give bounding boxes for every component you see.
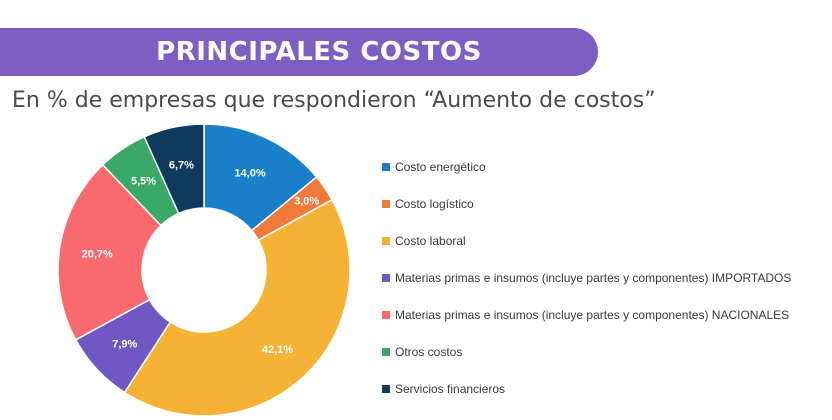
legend-swatch [382,347,390,356]
legend-label: Servicios financieros [395,381,506,396]
legend-label: Materias primas e insumos (incluye parte… [395,307,790,322]
legend-swatch [382,310,390,319]
legend-item-4: Materias primas e insumos (incluye parte… [382,259,822,296]
slice-label-6: 5,5% [131,176,156,188]
chart-subtitle: En % de empresas que respondieron “Aumen… [12,88,656,113]
legend-item-5: Materias primas e insumos (incluye parte… [382,296,822,333]
legend-swatch [382,199,390,208]
legend-label: Materias primas e insumos (incluye parte… [395,270,792,285]
legend-swatch [382,273,390,282]
slice-label-3: 42,1% [262,344,293,356]
legend-label: Costo laboral [395,233,466,248]
slice-label-7: 6,7% [169,159,194,171]
legend-swatch [382,384,390,393]
slice-label-1: 14,0% [234,167,265,179]
legend-item-6: Otros costos [382,333,822,370]
slice-label-5: 20,7% [82,249,113,261]
legend-swatch [382,236,390,245]
legend-label: Costo logístico [395,196,474,211]
page-title: PRINCIPALES COSTOS [156,37,482,67]
slice-label-4: 7,9% [112,338,137,350]
donut-slice-7 [143,123,205,215]
legend-swatch [382,162,390,171]
donut-slice-3 [123,198,351,417]
legend-label: Otros costos [395,344,463,359]
slice-label-2: 3,0% [294,195,319,207]
legend-label: Costo energético [395,159,486,174]
legend-item-2: Costo logístico [382,185,822,222]
donut-slice-5 [57,163,163,341]
title-banner: PRINCIPALES COSTOS [0,28,598,76]
chart-legend: Costo energético Costo logístico Costo lab… [382,148,822,407]
legend-item-7: Servicios financieros [382,370,822,407]
legend-item-3: Costo laboral [382,222,822,259]
legend-item-1: Costo energético [382,148,822,185]
donut-chart: 14,0% 3,0% 42,1% 7,9% 20,7% 5,5% 6,7% [57,123,351,417]
